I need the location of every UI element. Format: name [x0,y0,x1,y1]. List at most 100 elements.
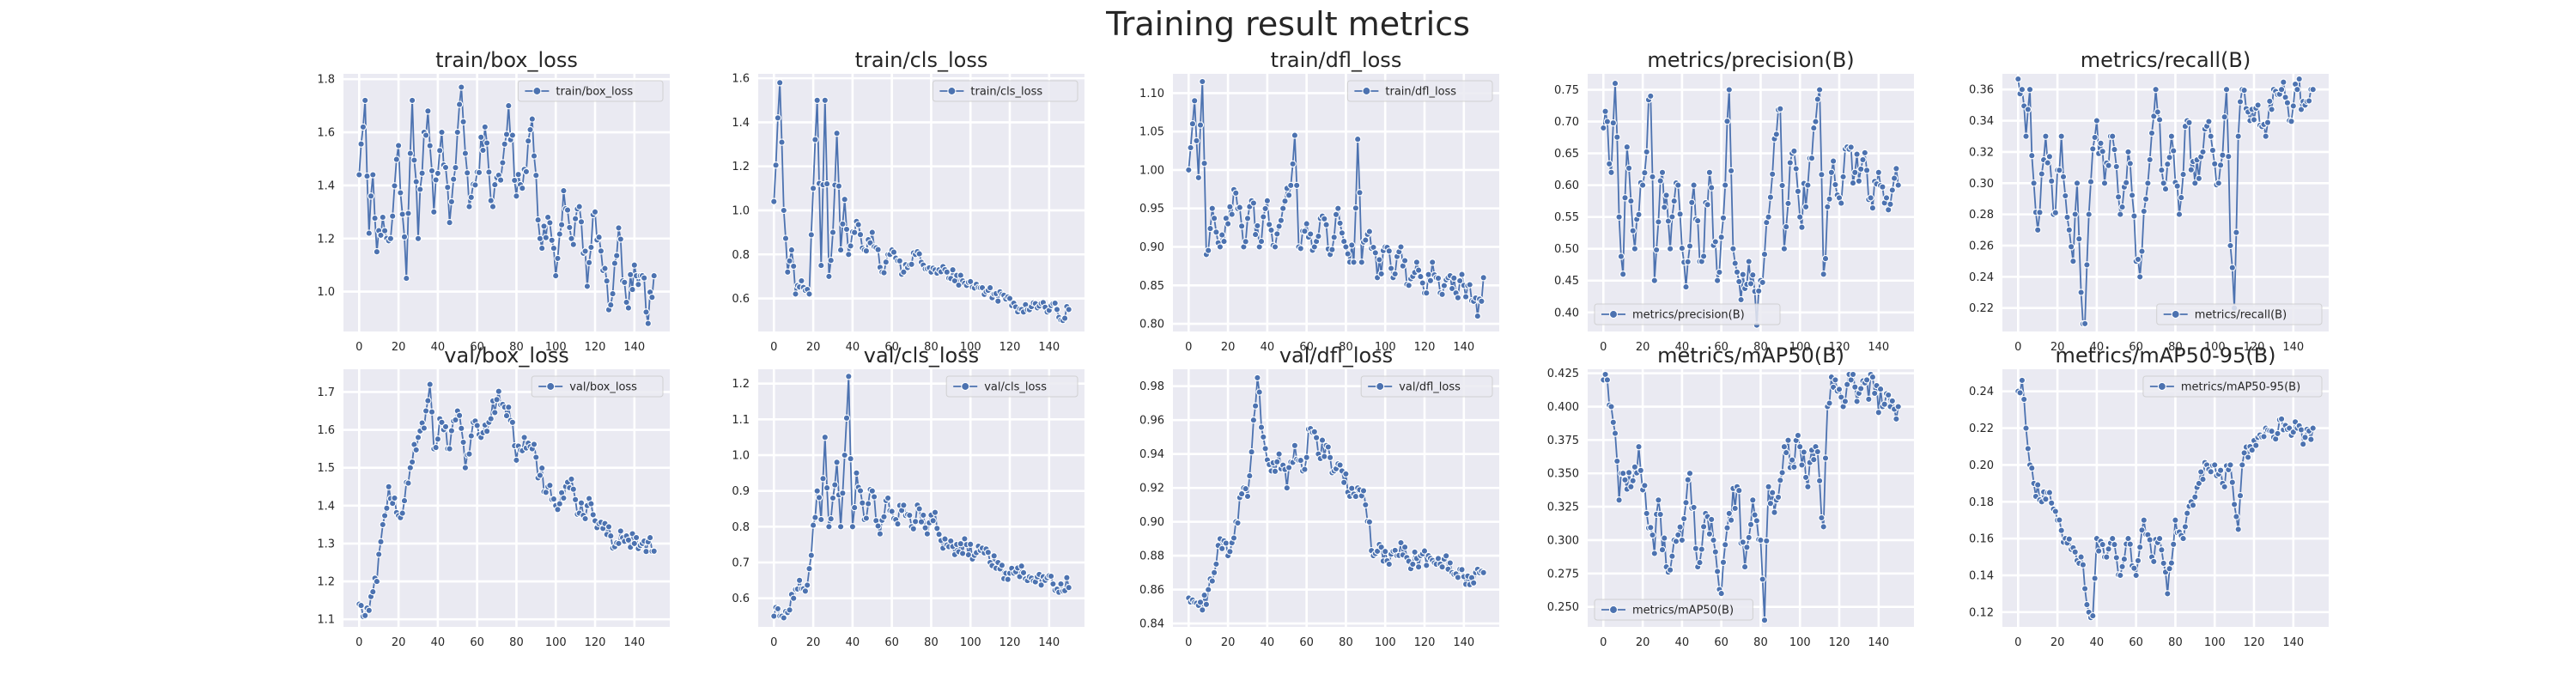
data-point [481,123,489,131]
y-tick-label: 1.0 [732,450,750,463]
data-point [1257,423,1266,431]
data-point [2056,167,2063,174]
data-point [2045,489,2054,496]
data-point [2138,526,2146,534]
data-point [432,443,440,452]
y-tick-label: 0.7 [732,557,750,570]
data-point [2114,193,2123,201]
data-point [581,247,589,255]
x-tick-label: 80 [1339,341,1353,354]
data-point [2063,213,2071,222]
legend-box [2156,303,2323,325]
data-point [2164,161,2172,168]
data-point [2167,559,2176,567]
chart-title: metrics/recall(B) [2081,48,2251,72]
data-point [2095,547,2103,555]
data-point [479,146,487,155]
data-point [557,221,566,228]
data-point [1656,177,1664,185]
data-point [1454,574,1462,581]
data-point [394,142,403,149]
data-point [2283,99,2292,106]
data-point [845,251,853,258]
data-point [410,156,418,164]
data-point [1426,277,1435,284]
data-point [1234,519,1242,527]
data-point [2185,119,2193,126]
y-tick-label: 0.350 [1547,468,1579,481]
data-point [1765,213,1772,221]
data-point [359,123,368,131]
data-point [536,234,544,242]
data-point [1251,402,1260,410]
data-point [2083,600,2091,609]
y-tick-label: 1.10 [1139,88,1164,100]
data-point [2227,241,2234,250]
data-point [1810,124,1818,132]
data-point [2093,117,2101,125]
data-point [1458,271,1466,278]
data-point [1674,181,1682,189]
data-point [920,511,927,520]
legend: train/box_loss [517,80,664,102]
data-point [2161,185,2170,193]
data-point [825,523,833,531]
data-point [489,203,497,210]
x-tick-label: 0 [2014,341,2021,354]
data-point [2089,611,2097,620]
data-point [1778,181,1786,190]
data-point [1841,398,1850,405]
data-point [1769,489,1777,496]
data-point [617,235,624,243]
data-point [2221,483,2228,491]
data-point [2036,209,2044,216]
data-point [552,271,560,280]
data-point [1047,572,1055,581]
data-point [1849,179,1857,187]
data-point [933,525,941,532]
legend-box [2142,375,2323,398]
data-point [1682,283,1690,291]
data-point [1798,461,1806,469]
legend: val/dfl_loss [1360,375,1493,398]
data-point [1688,198,1696,206]
data-point [2154,108,2161,116]
data-point [1456,277,1464,285]
data-point [2109,132,2117,140]
data-point [1835,386,1844,393]
x-tick-label: 0 [1600,341,1607,354]
data-point [2289,102,2297,110]
data-point [499,159,507,167]
data-point [632,533,641,542]
data-point [1057,580,1065,588]
data-point [2138,247,2146,255]
data-point [550,244,558,252]
data-point [2205,118,2213,125]
data-point [817,515,825,524]
data-point [1429,258,1437,266]
data-point [2014,75,2022,83]
x-tick-label: 60 [884,636,899,649]
data-point [441,163,450,172]
data-point [1647,92,1655,100]
plot-area [1588,74,1914,331]
data-point [1784,199,1792,208]
y-tick-label: 1.6 [317,127,335,140]
legend-box [517,80,664,102]
data-point [1666,245,1674,252]
data-point [1713,277,1722,284]
data-point [1710,536,1717,544]
data-point [2057,526,2065,534]
data-point [1731,259,1739,267]
data-point [2173,182,2181,190]
data-point [1285,192,1293,199]
data-point [1635,210,1643,218]
data-point [896,257,903,264]
data-point [1242,238,1249,246]
legend: metrics/recall(B) [2156,303,2323,325]
data-point [1739,538,1747,546]
data-point [2148,129,2156,137]
y-tick-label: 1.5 [317,462,335,475]
data-point [842,414,851,422]
legend: train/cls_loss [932,80,1078,102]
